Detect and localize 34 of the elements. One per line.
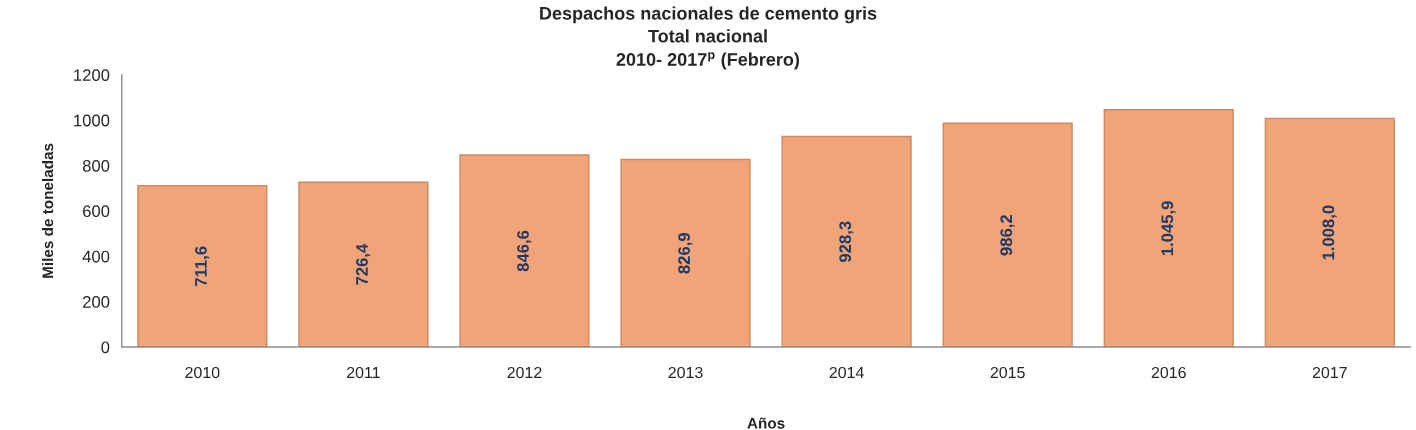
data-label: 1.008,0 (1322, 205, 1337, 260)
x-axis-title: Años (747, 417, 785, 429)
y-tick-label: 1200 (74, 69, 110, 82)
x-tick-label: 2013 (668, 366, 703, 379)
y-tick-label: 600 (83, 205, 110, 218)
y-tick-label: 1000 (74, 114, 110, 127)
bar (1264, 117, 1395, 348)
x-tick-label: 2017 (1312, 366, 1347, 379)
bar (942, 122, 1073, 348)
data-label: 711,6 (194, 246, 210, 286)
x-tick-label: 2012 (507, 366, 542, 379)
bar (298, 181, 429, 348)
y-axis-title: Miles de toneladas (41, 143, 54, 278)
data-label: 986,2 (1000, 214, 1015, 256)
bar (781, 135, 912, 348)
y-tick-label: 0 (101, 341, 110, 354)
bar (620, 158, 751, 348)
data-label: 928,3 (839, 221, 854, 262)
bar (459, 154, 590, 348)
x-tick-label: 2010 (185, 366, 220, 379)
x-tick-label: 2014 (829, 366, 864, 379)
x-tick-label: 2011 (347, 366, 380, 379)
y-tick-label: 200 (83, 296, 110, 308)
data-label: 826,9 (678, 232, 693, 274)
x-tick-label: 2015 (990, 366, 1025, 379)
data-label: 846,6 (517, 230, 532, 272)
y-tick-label: 400 (82, 250, 110, 263)
data-label: 1.045,9 (1161, 201, 1176, 256)
chart-title: Despachos nacionales de cemento gris Total nacional 2010- 2017$^{p}$ (Febrero) (540, 6, 877, 70)
bar (137, 184, 268, 348)
y-tick-label: 800 (82, 159, 110, 172)
data-label: 726,4 (356, 243, 371, 285)
x-tick-label: 2016 (1151, 366, 1186, 379)
bar (1103, 109, 1234, 348)
